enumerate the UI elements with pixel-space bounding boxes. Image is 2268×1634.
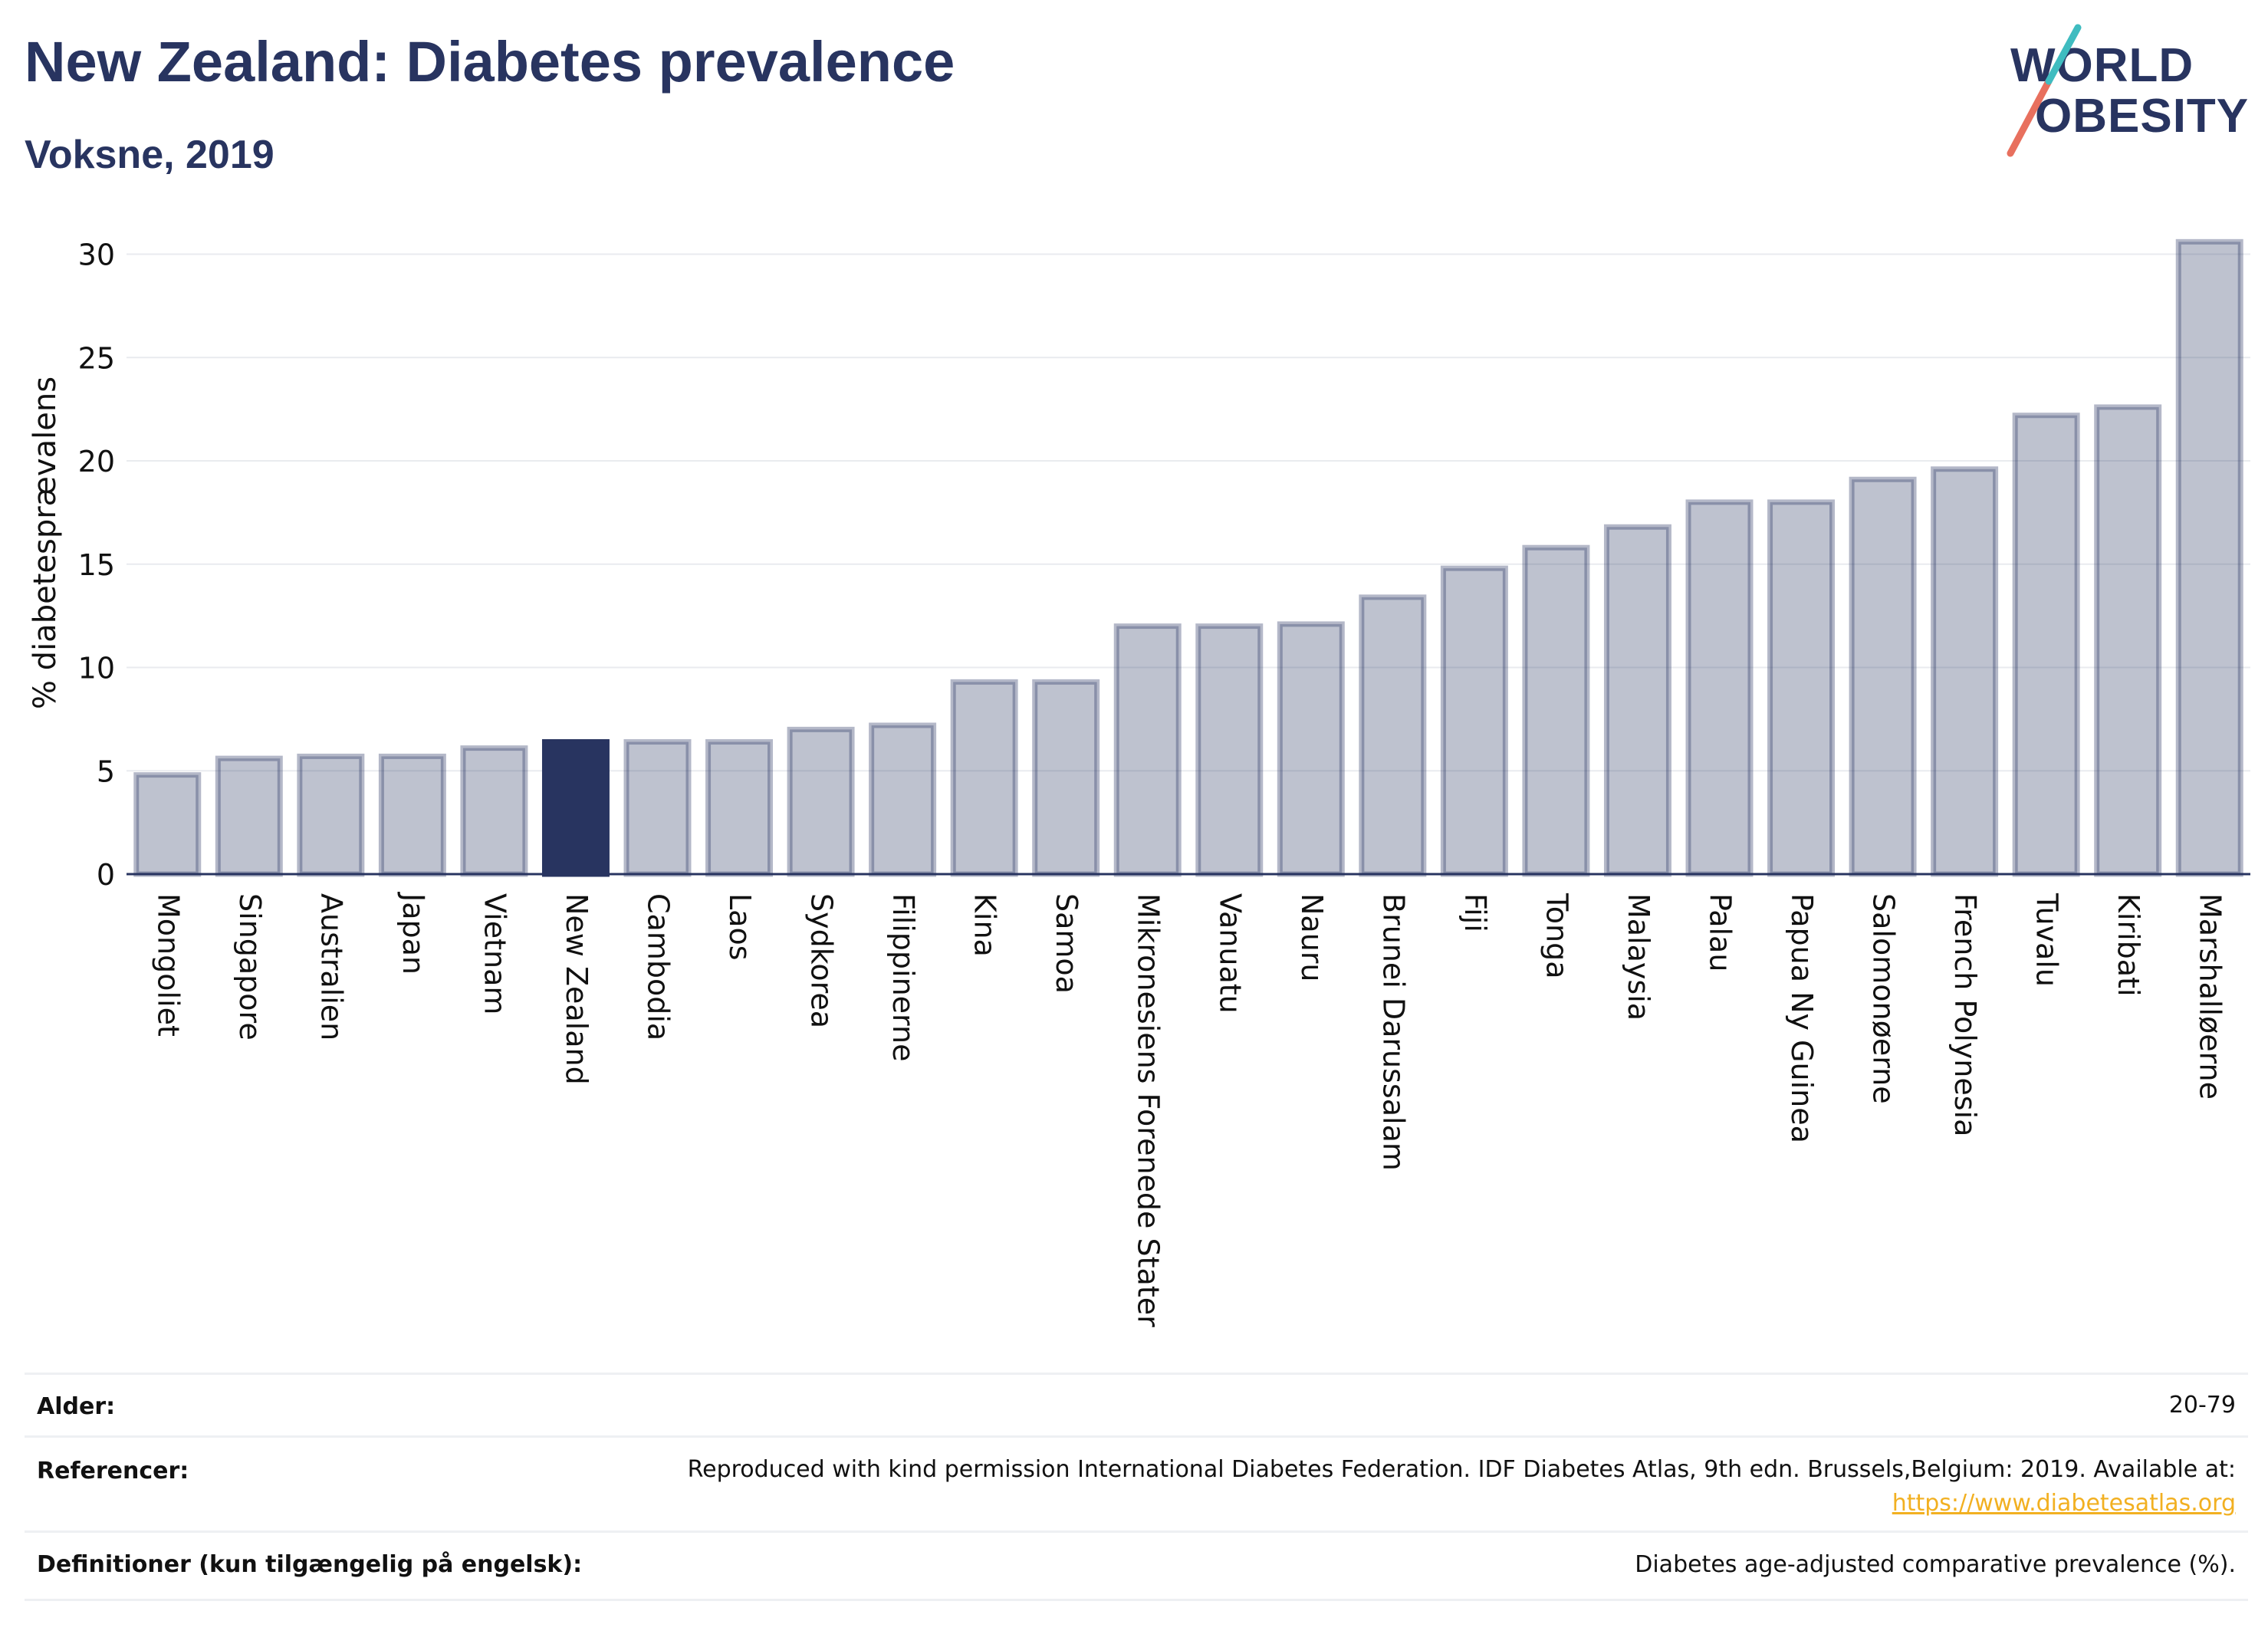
x-tick-label: Samoa: [1050, 893, 1083, 994]
bar: [1032, 679, 1100, 877]
bar: [1767, 499, 1836, 877]
bar: [2094, 404, 2162, 877]
references-value: Reproduced with kind permission Internat…: [688, 1453, 2236, 1521]
bar: [378, 753, 446, 877]
x-tick-label: Cambodia: [642, 893, 675, 1041]
x-tick-label: Japan: [396, 892, 430, 975]
x-tick-label: Mongoliet: [151, 893, 185, 1037]
bar: [133, 772, 202, 877]
bar: [2012, 413, 2080, 877]
bar: [623, 739, 692, 877]
x-tick-label: Vietnam: [478, 893, 511, 1014]
bar: [1113, 623, 1182, 877]
x-tick-label: Brunei Darussalam: [1376, 893, 1410, 1171]
y-tick-label: 30: [78, 238, 115, 272]
y-tick-label: 0: [97, 858, 115, 892]
bar: [869, 722, 937, 877]
bar: [705, 739, 774, 877]
references-label: Referencer:: [37, 1458, 189, 1484]
bar: [950, 679, 1018, 877]
bar: [787, 726, 855, 877]
x-tick-label: Sydkorea: [805, 893, 839, 1028]
x-tick-label: New Zealand: [560, 893, 593, 1085]
x-tick-label: Malaysia: [1622, 893, 1655, 1021]
bar: [1522, 544, 1590, 877]
bar: [1685, 499, 1754, 877]
bar: [1277, 621, 1345, 877]
x-tick-label: Singapore: [233, 893, 267, 1041]
definitions-value: Diabetes age-adjusted comparative preval…: [1635, 1551, 2236, 1578]
bar-highlighted: [541, 739, 610, 877]
x-tick-label: Australien: [314, 893, 348, 1041]
footer-row-definitions: Definitioner (kun tilgængelig på engelsk…: [25, 1530, 2248, 1601]
bar: [1849, 476, 1917, 877]
bar: [460, 745, 528, 877]
x-tick-label: Fiji: [1458, 893, 1492, 932]
x-tick-label: Laos: [723, 893, 757, 961]
logo-slash-icon: [2007, 24, 2082, 157]
page-subtitle: Voksne, 2019: [25, 133, 274, 177]
page-title: New Zealand: Diabetes prevalence: [25, 30, 955, 94]
bar: [1440, 565, 1508, 877]
y-tick-label: 15: [78, 548, 115, 582]
bar: [1359, 594, 1427, 877]
x-tick-label: Tuvalu: [2030, 893, 2064, 987]
bar: [1195, 623, 1264, 877]
footer-row-references: Referencer: Reproduced with kind permiss…: [25, 1435, 2248, 1533]
x-tick-label: Tonga: [1540, 893, 1573, 979]
references-text: Reproduced with kind permission Internat…: [687, 1456, 2236, 1483]
x-tick-label: Salomonøerne: [1867, 893, 1901, 1104]
footer-row-age: Alder: 20-79: [25, 1373, 2248, 1438]
y-tick-label: 10: [78, 652, 115, 685]
definitions-label: Definitioner (kun tilgængelig på engelsk…: [37, 1551, 583, 1578]
x-tick-label: Marshalløerne: [2194, 893, 2227, 1100]
x-tick-label: Kina: [968, 893, 1002, 957]
bar: [297, 753, 365, 877]
x-tick-label: Palau: [1704, 893, 1737, 972]
x-tick-label: Nauru: [1295, 893, 1329, 982]
y-tick-label: 20: [78, 445, 115, 478]
y-tick-label: 25: [78, 341, 115, 375]
x-tick-label: Vanuatu: [1213, 893, 1247, 1014]
x-tick-label: French Polynesia: [1948, 893, 1982, 1136]
bar: [1603, 524, 1671, 877]
bar: [1931, 466, 1999, 877]
bar: [215, 755, 283, 877]
age-label: Alder:: [37, 1393, 116, 1420]
x-tick-label: Filippinerne: [886, 893, 920, 1061]
world-obesity-logo[interactable]: WORLD OBESITY: [2001, 23, 2254, 161]
logo-line-2: OBESITY: [2035, 90, 2250, 143]
age-value: 20-79: [2168, 1392, 2236, 1419]
x-tick-label: Papua Ny Guinea: [1785, 893, 1819, 1143]
bar-chart: 0 5 10 15 20 25 30 % diabetesprævalens Mongoliet…: [28, 238, 2250, 1327]
y-tick-label: 5: [97, 755, 115, 788]
y-axis-label: % diabetesprævalens: [28, 376, 63, 709]
bar: [2175, 238, 2243, 877]
x-tick-label: Mikronesiens Forenede Stater: [1132, 893, 1165, 1327]
references-link[interactable]: https://www.diabetesatlas.org: [1892, 1490, 2236, 1517]
logo-line-1: WORLD: [2010, 39, 2194, 92]
x-tick-label: Kiribati: [2112, 893, 2145, 997]
